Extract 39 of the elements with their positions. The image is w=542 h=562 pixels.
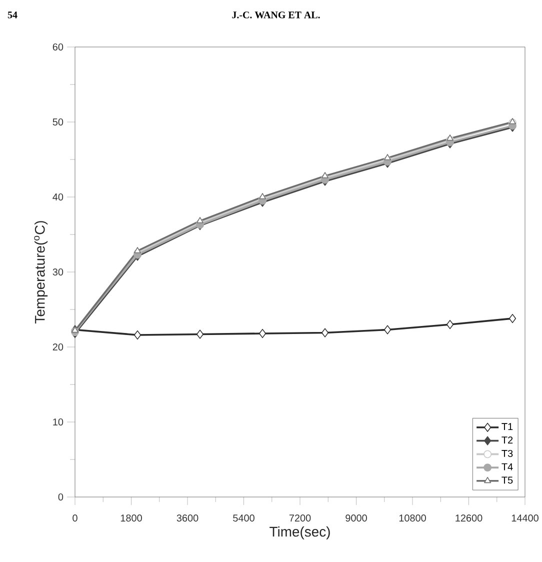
point [134, 247, 141, 254]
point [258, 193, 266, 200]
legend-label: T4 [502, 463, 513, 470]
point [196, 330, 204, 339]
point [384, 325, 391, 334]
legend-label: T5 [502, 476, 513, 484]
point [258, 328, 266, 338]
x-tick-label: 5400 [233, 514, 254, 522]
x-tick-label: 14400 [512, 514, 538, 522]
x-tick-label: 10800 [399, 514, 426, 522]
x-tick-label: 12600 [456, 514, 482, 522]
y-tick-label: 10 [53, 418, 64, 426]
point [508, 118, 516, 124]
y-tick-label: 60 [52, 43, 64, 51]
y-tick-label: 0 [58, 493, 64, 501]
x-tick-label: 1800 [120, 514, 142, 522]
point [134, 330, 141, 340]
point [446, 134, 454, 141]
y-tick-label: 30 [52, 268, 64, 276]
y-tick-label: 40 [52, 193, 64, 201]
x-tick-label: 3600 [176, 514, 198, 522]
x-tick-label: 9000 [346, 514, 367, 522]
point [446, 320, 454, 330]
text: 54 [8, 12, 18, 18]
point [508, 314, 516, 324]
legend-label: T1 [502, 423, 513, 430]
y-axis-title: Temperature($^{o}$C) [34, 221, 48, 324]
point [321, 172, 328, 178]
x-tick-label: 0 [72, 514, 78, 522]
point [196, 217, 204, 224]
y-tick-label: 50 [52, 118, 64, 126]
x-axis-title: Time(sec) [270, 526, 330, 540]
text: J.-C. WANG ET AL. [232, 12, 320, 18]
legend-label: T3 [502, 450, 513, 458]
y-tick-label: 20 [52, 343, 64, 351]
legend-label: T2 [502, 436, 513, 444]
point [384, 154, 391, 160]
x-tick-label: 7200 [289, 514, 311, 522]
point [321, 328, 328, 338]
